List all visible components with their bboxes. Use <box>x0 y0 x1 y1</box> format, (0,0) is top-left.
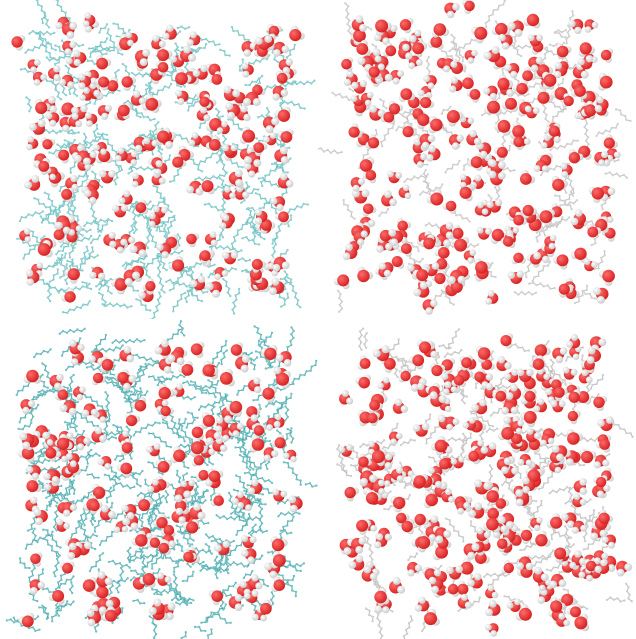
water-molecules <box>11 12 305 303</box>
molecular-render <box>318 0 632 315</box>
molecular-render <box>336 327 634 639</box>
molecular-render <box>5 320 318 639</box>
panel-top-left-simulation-box <box>0 0 318 319</box>
water-molecules <box>338 333 633 637</box>
molecular-render <box>11 0 316 319</box>
panel-bottom-left-simulation-box <box>0 320 318 639</box>
water-molecules <box>333 0 621 315</box>
panel-bottom-right-simulation-box <box>318 320 636 639</box>
panel-top-right-simulation-box <box>318 0 636 319</box>
water-molecules <box>18 339 303 628</box>
